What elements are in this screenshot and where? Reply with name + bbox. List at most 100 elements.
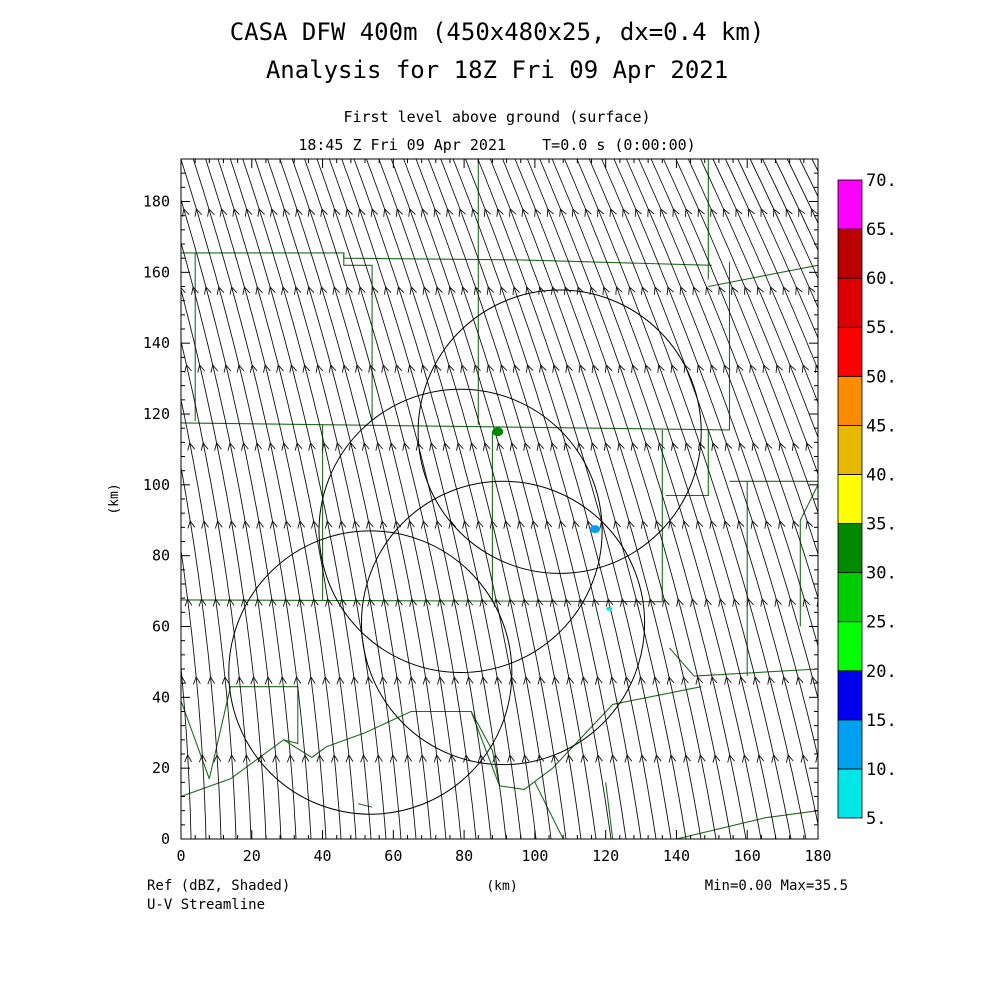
streamline-arrow xyxy=(815,364,818,373)
streamline xyxy=(68,155,176,839)
streamline-arrow xyxy=(402,442,410,451)
streamline-arrow xyxy=(496,208,504,217)
streamline-arrow xyxy=(795,676,804,685)
streamline-arrow xyxy=(788,598,796,607)
streamline-arrow xyxy=(324,598,333,607)
streamline-arrow xyxy=(521,754,530,763)
colorbar-label: 40. xyxy=(866,465,897,485)
streamline xyxy=(181,339,252,839)
streamline-arrow xyxy=(782,286,790,295)
county-line xyxy=(470,711,501,787)
streamline-arrow xyxy=(257,208,265,217)
streamline-arrow xyxy=(147,443,154,451)
streamline-arrow xyxy=(634,208,642,217)
streamline-arrow xyxy=(741,754,750,763)
streamline-arrow xyxy=(473,286,482,295)
county-line xyxy=(181,700,210,779)
streamline-arrow xyxy=(900,443,907,451)
streamline-arrow xyxy=(442,442,451,451)
streamline-arrow xyxy=(683,754,691,763)
streamline-arrow xyxy=(595,754,603,763)
county-line xyxy=(708,264,818,288)
streamline-arrow xyxy=(591,598,600,607)
streamline-arrow xyxy=(590,442,598,451)
range-rings xyxy=(228,289,702,815)
streamline-arrow xyxy=(577,598,586,607)
streamline-arrow xyxy=(609,676,617,685)
colorbar-swatch xyxy=(837,326,863,377)
x-tick-label: 0 xyxy=(176,847,185,865)
streamline-arrow xyxy=(345,754,354,763)
streamline-arrow xyxy=(743,286,752,295)
streamline xyxy=(526,159,732,839)
streamline-arrow xyxy=(207,675,216,685)
county-line xyxy=(181,599,663,603)
streamline-arrow xyxy=(301,754,310,763)
streamline-arrow xyxy=(381,364,389,373)
streamline-arrow xyxy=(281,442,289,451)
colorbar-swatch xyxy=(837,768,863,819)
streamline-arrow xyxy=(228,754,236,763)
colorbar-swatch xyxy=(837,277,863,328)
streamline xyxy=(489,159,687,839)
streamline-arrow xyxy=(594,676,603,685)
streamline xyxy=(427,159,612,839)
streamline-arrow xyxy=(591,364,600,373)
streamline xyxy=(328,159,492,839)
streamline-arrow xyxy=(435,286,443,295)
streamline-arrow xyxy=(724,676,732,685)
streamline-arrow xyxy=(395,208,404,217)
county-line xyxy=(283,739,313,758)
streamline-arrow xyxy=(523,676,531,685)
streamline-arrow xyxy=(613,520,621,529)
colorbar-label: 45. xyxy=(866,416,897,436)
radar-range-ring xyxy=(318,388,603,674)
streamline-arrow xyxy=(172,365,179,373)
streamline-arrow xyxy=(486,286,495,295)
streamline-arrow xyxy=(446,208,454,217)
streamline-arrow xyxy=(940,677,947,685)
streamline-arrow xyxy=(639,754,647,763)
streamline-arrow xyxy=(788,364,797,373)
streamline-arrow xyxy=(393,520,402,529)
streamline-arrow xyxy=(321,442,330,451)
streamline-arrow xyxy=(191,286,199,295)
streamline-arrow xyxy=(805,520,814,529)
streamline-arrow xyxy=(192,676,201,685)
streamline-arrow xyxy=(456,442,464,451)
streamline-arrow xyxy=(738,442,746,451)
streamline-arrow xyxy=(775,364,783,373)
streamline-arrow xyxy=(134,443,141,451)
streamline xyxy=(601,159,818,827)
streamline-arrow xyxy=(219,208,228,217)
streamline-arrow xyxy=(653,286,662,295)
streamline-arrow xyxy=(465,598,474,607)
y-tick-label: 0 xyxy=(161,830,170,848)
x-tick-label: 40 xyxy=(314,847,332,865)
county-line xyxy=(676,810,818,839)
colorbar-swatch xyxy=(837,523,863,574)
streamline-arrow xyxy=(539,364,547,373)
streamline-arrow xyxy=(181,287,186,294)
streamline-arrow xyxy=(559,208,567,217)
streamline-arrow xyxy=(254,442,263,451)
streamline-arrow xyxy=(829,365,836,373)
streamline-arrow xyxy=(415,442,424,451)
x-tick-label: 20 xyxy=(243,847,261,865)
streamline xyxy=(563,159,777,839)
streamline-arrow xyxy=(810,676,818,685)
streamline xyxy=(279,159,432,839)
streamline-arrow xyxy=(368,364,376,373)
streamline-arrow xyxy=(628,286,636,295)
streamline-arrow xyxy=(360,754,369,763)
streamline-arrow xyxy=(408,676,417,685)
y-tick-label: 40 xyxy=(152,688,170,706)
streamline-arrow xyxy=(269,520,278,529)
streamline-arrow xyxy=(508,208,517,217)
streamline-arrow xyxy=(638,676,646,685)
streamline-arrow xyxy=(521,208,529,217)
streamline xyxy=(181,662,192,839)
x-tick-label: 180 xyxy=(804,847,831,865)
streamline-arrow xyxy=(940,443,947,451)
streamline-arrow xyxy=(681,520,690,529)
